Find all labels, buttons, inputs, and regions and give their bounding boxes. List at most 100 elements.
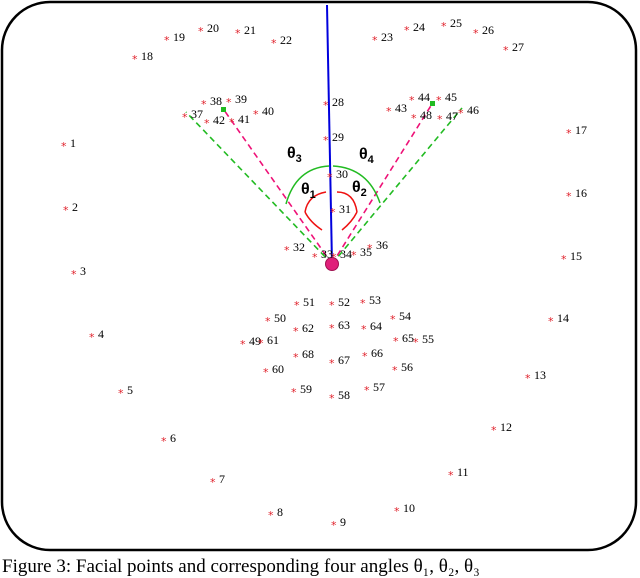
landmark-marker-icon: * [161,435,167,448]
landmark-label: 68 [302,347,314,361]
landmark-marker-icon: * [525,372,531,385]
theta4-arc [332,165,381,204]
landmark-marker-icon: * [312,251,318,264]
landmark-marker-icon: * [367,242,373,255]
figure-caption: Figure 3: Facial points and correspondin… [2,556,480,577]
landmark-points: * 1* 2* 3* 4* 5* 6* 7* 8* 9* 10* 11* 12* 13* 14* 15* 16*… [61,16,587,532]
inner-left-endpoint-mark [221,107,226,112]
landmark-label: 14 [557,311,569,325]
landmark-label: 17 [575,123,587,137]
landmark-label: 65 [402,331,414,345]
landmark-marker-icon: * [182,111,188,124]
inner-right-dashed-line [331,103,433,265]
landmark-point-68: * 68 [293,347,314,364]
landmark-marker-icon: * [360,297,366,310]
landmark-point-67: * 67 [329,353,350,370]
landmark-point-39: * 39 [226,92,247,109]
landmark-point-40: * 40 [253,104,274,121]
landmark-point-23: * 23 [372,30,393,47]
landmark-label: 10 [403,501,415,515]
landmark-marker-icon: * [240,338,246,351]
landmark-point-65: * 65 [393,331,414,348]
landmark-label: 45 [445,90,457,104]
landmark-label: 23 [381,30,393,44]
landmark-label: 32 [293,240,305,254]
angle-arcs [285,165,381,231]
landmark-marker-icon: * [566,190,572,203]
landmark-point-3: * 3 [71,264,86,281]
landmark-marker-icon: * [473,27,479,40]
landmark-point-49: * 49 [240,334,261,351]
landmark-marker-icon: * [364,384,370,397]
landmark-label: 67 [338,353,350,367]
landmark-label: 31 [339,202,351,216]
landmark-marker-icon: * [204,117,210,130]
landmark-point-9: * 9 [331,515,346,532]
landmark-label: 60 [272,362,284,376]
landmark-marker-icon: * [351,249,357,262]
landmark-point-33: * 33 [312,247,333,264]
theta2-label: θ2 [352,179,367,199]
landmark-marker-icon: * [198,25,204,38]
landmark-label: 34 [340,247,352,261]
nose-tip-dot [325,257,339,271]
landmark-marker-icon: * [386,105,392,118]
landmark-point-13: * 13 [525,368,546,385]
landmark-label: 58 [338,388,350,402]
landmark-point-29: * 29 [323,130,344,147]
landmark-label: 3 [80,264,86,278]
landmark-marker-icon: * [361,323,367,336]
landmark-point-57: * 57 [364,380,385,397]
landmark-marker-icon: * [330,206,336,219]
landmark-label: 29 [332,130,344,144]
landmark-marker-icon: * [329,299,335,312]
landmark-marker-icon: * [413,336,419,349]
landmark-label: 42 [213,113,225,127]
landmark-point-38: * 38 [201,94,222,111]
landmark-label: 7 [219,472,225,486]
landmark-point-47: * 47 [437,109,458,126]
landmark-marker-icon: * [253,108,259,121]
landmark-point-42: * 42 [204,113,225,130]
landmark-label: 26 [482,23,494,37]
outer-right-dashed-line [331,107,463,265]
landmark-label: 43 [395,101,407,115]
landmark-marker-icon: * [235,27,241,40]
landmark-label: 62 [302,321,314,335]
landmark-label: 64 [370,319,382,333]
landmark-marker-icon: * [258,337,264,350]
landmark-marker-icon: * [411,112,417,125]
landmark-marker-icon: * [393,335,399,348]
landmark-marker-icon: * [436,94,442,107]
vertical-axis-line [326,4,333,265]
landmark-label: 47 [446,109,458,123]
landmark-point-51: * 51 [294,295,315,312]
landmark-marker-icon: * [229,116,235,129]
landmark-label: 4 [98,327,104,341]
landmark-point-32: * 32 [284,240,305,257]
landmark-label: 38 [210,94,222,108]
landmark-marker-icon: * [331,519,337,532]
landmark-marker-icon: * [394,505,400,518]
landmark-point-26: * 26 [473,23,494,40]
landmark-point-21: * 21 [235,23,256,40]
landmark-marker-icon: * [561,253,567,266]
landmark-point-25: * 25 [441,16,462,33]
landmark-label: 55 [422,332,434,346]
landmark-point-5: * 5 [118,383,133,400]
landmark-point-20: * 20 [198,21,219,38]
landmark-point-46: * 46 [458,103,479,120]
landmark-label: 6 [170,431,176,445]
landmark-point-62: * 62 [293,321,314,338]
landmark-point-14: * 14 [548,311,569,328]
theta2-arc-lower [341,211,358,231]
landmark-point-55: * 55 [413,332,434,349]
landmark-point-17: * 17 [566,123,587,140]
landmark-point-15: * 15 [561,249,582,266]
landmark-label: 57 [373,380,385,394]
landmark-label: 36 [376,238,388,252]
landmark-marker-icon: * [437,113,443,126]
landmark-point-56: * 56 [392,360,413,377]
landmark-point-41: * 41 [229,112,250,129]
landmark-marker-icon: * [390,313,396,326]
